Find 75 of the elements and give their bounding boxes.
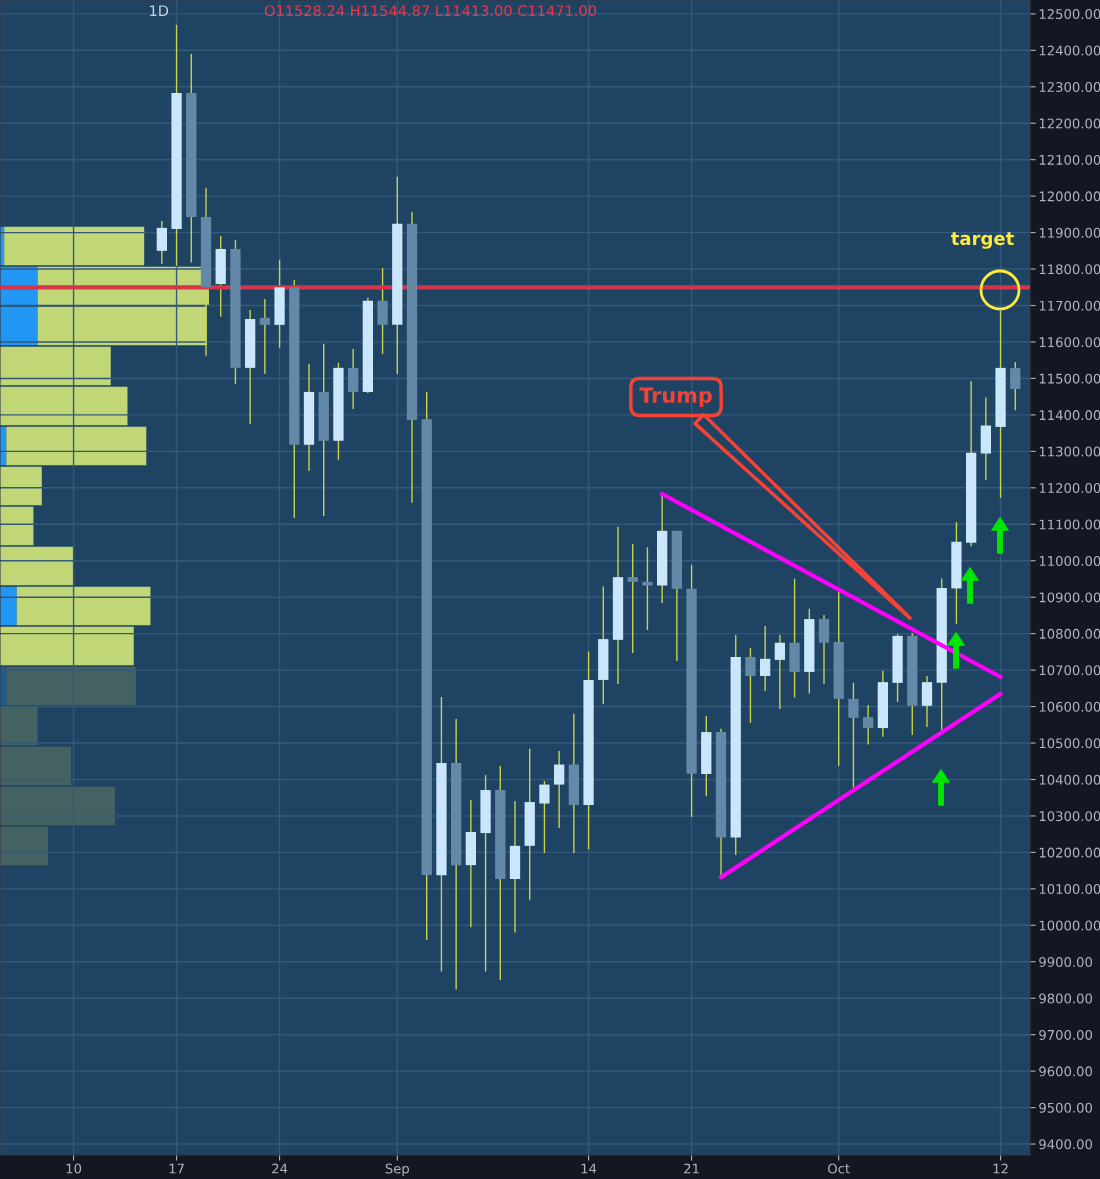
x-tick-label: 17: [169, 1163, 184, 1174]
candlestick: [848, 682, 859, 789]
y-tick-label: 11200.00: [1039, 483, 1100, 494]
y-tick-label: 10300.00: [1039, 811, 1100, 822]
candlestick: [627, 543, 638, 654]
x-tick-label: Sep: [385, 1163, 409, 1177]
annotation: O11528.24 H11544.87 L11413.00 C11471.00: [264, 5, 597, 17]
annotation: target: [950, 232, 1014, 249]
bar: [0, 506, 34, 546]
y-tick-label: 11400.00: [1039, 410, 1100, 421]
candlestick: [553, 750, 565, 829]
y-tick-label: 10900.00: [1039, 592, 1100, 603]
candlestick: [539, 780, 550, 854]
bar: [0, 786, 115, 826]
candlestick: [862, 704, 874, 746]
y-tick-label: 10400.00: [1039, 774, 1100, 785]
bar: [6, 426, 147, 466]
annotation: 1D: [150, 5, 169, 17]
y-tick-label: 12500.00: [1039, 9, 1100, 20]
bar: [4, 226, 145, 266]
y-tick-label: 9600.00: [1039, 1066, 1093, 1077]
candlestick: [921, 675, 933, 728]
bar: [0, 746, 72, 786]
x-tick-label: 21: [684, 1163, 699, 1174]
y-tick-label: 10100.00: [1039, 884, 1100, 895]
y-tick-label: 9400.00: [1039, 1139, 1093, 1150]
y-tick-label: 9900.00: [1039, 956, 1093, 967]
y-tick-label: 10600.00: [1039, 701, 1100, 712]
y-tick-label: 11100.00: [1039, 519, 1100, 530]
candlestick: [259, 298, 271, 375]
bar: [0, 626, 134, 666]
y-tick-label: 10500.00: [1039, 738, 1100, 749]
y-tick-label: 12200.00: [1039, 118, 1100, 129]
y-tick-label: 12400.00: [1039, 45, 1100, 56]
y-tick-label: 10700.00: [1039, 665, 1100, 676]
bar: [0, 306, 38, 346]
annotation: Trump: [639, 387, 712, 408]
candlestick: [759, 625, 771, 692]
y-tick-label: 12000.00: [1039, 191, 1100, 202]
candlestick: [745, 647, 756, 724]
bar: [0, 346, 111, 386]
y-tick-label: 10200.00: [1039, 847, 1100, 858]
x-tick-label: 24: [272, 1163, 288, 1174]
y-tick-label: 11800.00: [1039, 264, 1100, 275]
y-tick-label: 11600.00: [1039, 337, 1100, 348]
bar: [0, 706, 38, 746]
y-tick-label: 10000.00: [1039, 920, 1100, 931]
candlestick: [642, 546, 653, 631]
x-tick-label: 12: [993, 1163, 1008, 1174]
candlestick: [156, 220, 168, 265]
bar: [0, 586, 17, 626]
bar: [0, 466, 42, 506]
y-tick-label: 12100.00: [1039, 154, 1100, 165]
candlestick: [1010, 361, 1021, 411]
y-tick-label: 11300.00: [1039, 446, 1100, 457]
x-tick-label: 14: [581, 1163, 597, 1174]
bar: [16, 586, 151, 626]
y-tick-label: 9500.00: [1039, 1102, 1093, 1113]
candlestick: [818, 614, 830, 685]
x-tick-label: 10: [66, 1163, 82, 1174]
bar: [0, 546, 74, 586]
bar: [0, 826, 49, 866]
bar: [37, 306, 207, 346]
y-tick-label: 12300.00: [1039, 81, 1100, 92]
y-tick-label: 10800.00: [1039, 628, 1100, 639]
y-tick-label: 11700.00: [1039, 300, 1100, 311]
y-tick-label: 11500.00: [1039, 373, 1100, 384]
y-tick-label: 11900.00: [1039, 227, 1100, 238]
y-tick-label: 9800.00: [1039, 993, 1093, 1004]
candlestick: [774, 634, 786, 710]
x-tick-label: Oct: [828, 1163, 850, 1174]
bar: [6, 666, 136, 706]
y-tick-label: 11000.00: [1039, 555, 1100, 566]
y-tick-label: 9700.00: [1039, 1029, 1093, 1040]
bar: [0, 386, 128, 426]
